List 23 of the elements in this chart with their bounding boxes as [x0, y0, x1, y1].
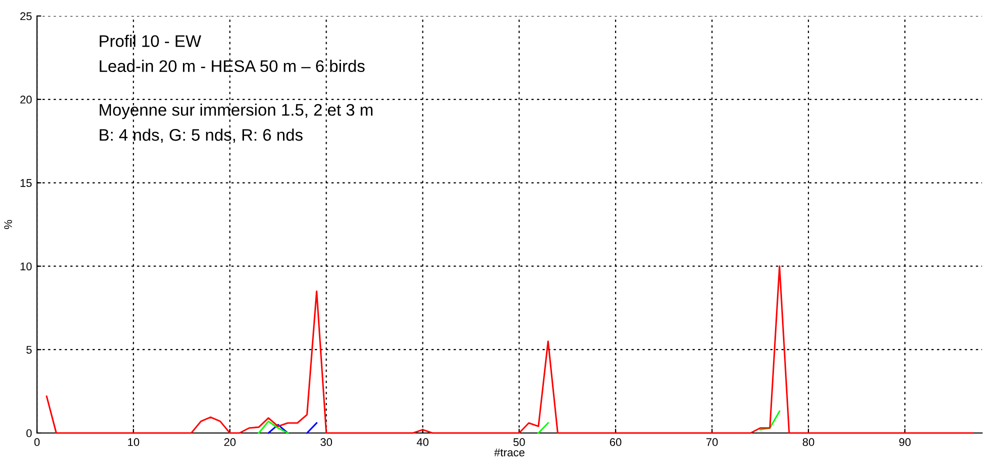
annotation: Profil 10 - EW [100, 34, 202, 48]
x-tick-label: 50 [513, 438, 525, 446]
y-axis-title: % [4, 220, 12, 230]
line-series [46, 265, 974, 434]
x-tick-label: 60 [610, 438, 622, 446]
x-tick-label: 20 [224, 438, 236, 446]
x-tick-label: 30 [320, 438, 332, 446]
y-tick-label: 0 [26, 429, 32, 438]
x-tick-label: 0 [34, 438, 40, 446]
x-axis-title: #trace [494, 448, 524, 456]
y-tick-label: 5 [26, 346, 32, 354]
x-tick-label: 80 [802, 438, 814, 446]
x-tick-label: 90 [899, 438, 911, 446]
annotation: Moyenne sur immersion 1.5, 2 et 3 m [100, 104, 372, 120]
x-tick-label: 10 [128, 438, 140, 446]
annotation: B: 4 nds, G: 5 nds, R: 6 nds [100, 128, 303, 143]
x-tick-label: 70 [706, 438, 718, 446]
y-tick-label: 25 [20, 12, 32, 20]
y-tick-label: 20 [20, 96, 32, 104]
x-tick-label: 40 [416, 438, 428, 446]
y-tick-label: 10 [20, 262, 32, 270]
annotation: Lead-in 20 m - HESA 50 m – 6 birds [100, 60, 365, 72]
y-tick-label: 15 [20, 179, 32, 187]
